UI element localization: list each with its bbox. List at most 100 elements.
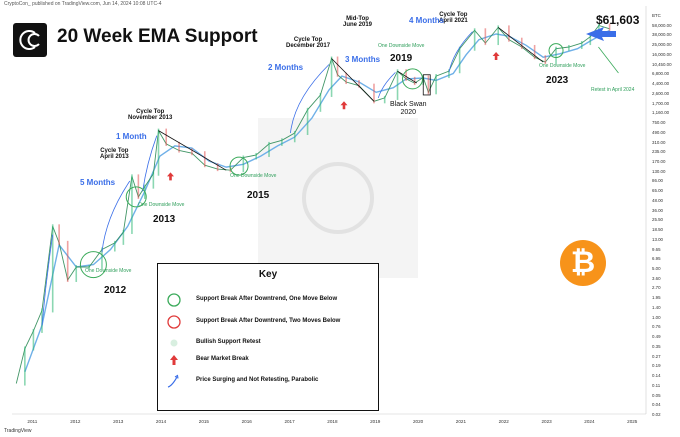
retest-pointer: [598, 46, 619, 74]
downtrend-line: [331, 58, 375, 102]
bitcoin-icon: ₿: [560, 240, 606, 286]
watermark-panel: [258, 118, 418, 278]
x-tick-label: 2023: [541, 419, 552, 424]
y-tick-label: 25,000.00: [652, 42, 672, 48]
x-tick-label: 2013: [113, 419, 124, 424]
black-swan-2020: Black Swan 2020: [390, 101, 427, 116]
y-tick-label: 170.00: [652, 158, 666, 164]
y-tick-label: 0.05: [652, 392, 661, 398]
legend-key: Key Support Break After Downtrend, One M…: [157, 263, 379, 411]
y-tick-label: 6.95: [652, 256, 661, 262]
downside-move-2015: One Downside Move: [230, 173, 277, 179]
y-tick-label: 750.00: [652, 120, 666, 126]
y-tick-label: BTC: [652, 13, 661, 18]
year-2012: 2012: [104, 285, 127, 296]
cryptocon-logo-icon: [13, 23, 47, 57]
downside-move-2023: One Downside Move: [539, 63, 586, 69]
y-tick-label: 1,700.00: [652, 100, 670, 106]
y-tick-label: 0.11: [652, 382, 661, 388]
y-tick-label: 38,000.00: [652, 32, 672, 38]
y-tick-label: 0.49: [652, 334, 661, 340]
y-tick-label: 1.00: [652, 314, 661, 320]
y-tick-label: 13.00: [652, 236, 663, 242]
y-tick-label: 58,000.00: [652, 22, 672, 28]
duration-4-months: 4 Months: [409, 16, 445, 25]
cycle-top-april-2021: Cycle Top April 2021: [439, 12, 468, 24]
y-tick-label: 0.04: [652, 402, 661, 408]
duration-3-months: 3 Months: [345, 55, 381, 64]
x-tick-label: 2011: [27, 419, 38, 424]
y-tick-label: 3.60: [652, 275, 661, 281]
y-tick-label: 1.95: [652, 295, 661, 301]
y-tick-label: 6,800.00: [652, 71, 670, 77]
y-tick-label: 2.70: [652, 285, 661, 291]
watermark-logo: [302, 162, 374, 234]
support-break-circle: [229, 156, 249, 176]
key-item-label: Bullish Support Retest: [196, 339, 261, 345]
y-tick-label: 86.00: [652, 178, 663, 184]
bear-market-arrow: [492, 51, 500, 60]
red-arrow-up-icon: [170, 355, 178, 365]
green-circle-icon: [167, 293, 181, 307]
y-tick-label: 9.65: [652, 246, 661, 252]
x-tick-label: 2025: [627, 419, 638, 424]
x-tick-label: 2015: [198, 419, 209, 424]
blue-curve-arrow-icon: [167, 374, 179, 388]
y-tick-label: 25.50: [652, 217, 663, 223]
y-tick-label: 1.40: [652, 304, 661, 310]
y-tick-label: 18.50: [652, 227, 663, 233]
red-circle-icon: [167, 315, 181, 329]
parabolic-arrow: [377, 72, 396, 99]
retest-dot-icon: [170, 339, 178, 347]
year-2019: 2019: [390, 53, 413, 64]
x-tick-label: 2016: [241, 419, 252, 424]
chart-title: 20 Week EMA Support: [57, 26, 258, 47]
black-swan-box: [422, 74, 431, 96]
x-tick-label: 2019: [370, 419, 381, 424]
parabolic-arrow: [101, 180, 131, 253]
support-break-circle: [402, 68, 424, 90]
key-item-label: Bear Market Break: [196, 356, 249, 362]
y-tick-label: 1,160.00: [652, 110, 670, 116]
y-tick-label: 4,400.00: [652, 81, 670, 87]
x-tick-label: 2012: [70, 419, 81, 424]
x-tick-label: 2018: [327, 419, 338, 424]
downside-move-2012: One Downside Move: [85, 268, 132, 274]
x-tick-label: 2021: [455, 419, 467, 424]
y-tick-label: 0.27: [652, 353, 661, 359]
x-tick-label: 2024: [584, 419, 595, 424]
key-item-label: Price Surging and Not Retesting, Parabol…: [196, 377, 319, 383]
parabolic-arrow: [448, 31, 473, 73]
downtrend-line: [497, 27, 544, 63]
current-price: $61,603: [596, 13, 640, 27]
y-tick-label: 16,000.00: [652, 51, 672, 57]
y-tick-label: 5.00: [652, 266, 661, 272]
cycle-top-april-2013: Cycle Top April 2013: [100, 148, 129, 160]
year-2015: 2015: [247, 190, 270, 201]
key-item-label: Support Break After Downtrend, One Move …: [196, 296, 338, 302]
key-item-label: Support Break After Downtrend, Two Moves…: [196, 318, 341, 324]
downtrend-line: [397, 70, 418, 84]
publish-meta: CryptoCon_ published on TradingView.com,…: [4, 1, 162, 7]
cycle-top-dec-2017: Cycle Top December 2017: [286, 37, 331, 49]
duration-5-months: 5 Months: [80, 178, 116, 187]
x-tick-label: 2022: [498, 419, 509, 424]
y-tick-label: 36.00: [652, 207, 663, 213]
year-2023: 2023: [546, 75, 569, 86]
bear-market-arrow: [340, 101, 348, 110]
y-tick-label: 2,600.00: [652, 90, 670, 96]
downside-move-2019: One Downside Move: [378, 43, 425, 49]
bear-market-arrow: [167, 172, 174, 181]
y-tick-label: 490.00: [652, 129, 666, 135]
year-2013: 2013: [153, 214, 176, 225]
y-tick-label: 0.14: [652, 373, 661, 379]
support-break-circle: [548, 43, 564, 59]
y-tick-label: 0.19: [652, 363, 661, 369]
tradingview-brand: TradingView: [4, 428, 32, 434]
duration-1-month: 1 Month: [116, 132, 147, 141]
arrow-left-icon: [586, 27, 616, 41]
parabolic-arrow: [290, 64, 330, 134]
y-tick-label: 310.00: [652, 139, 666, 145]
